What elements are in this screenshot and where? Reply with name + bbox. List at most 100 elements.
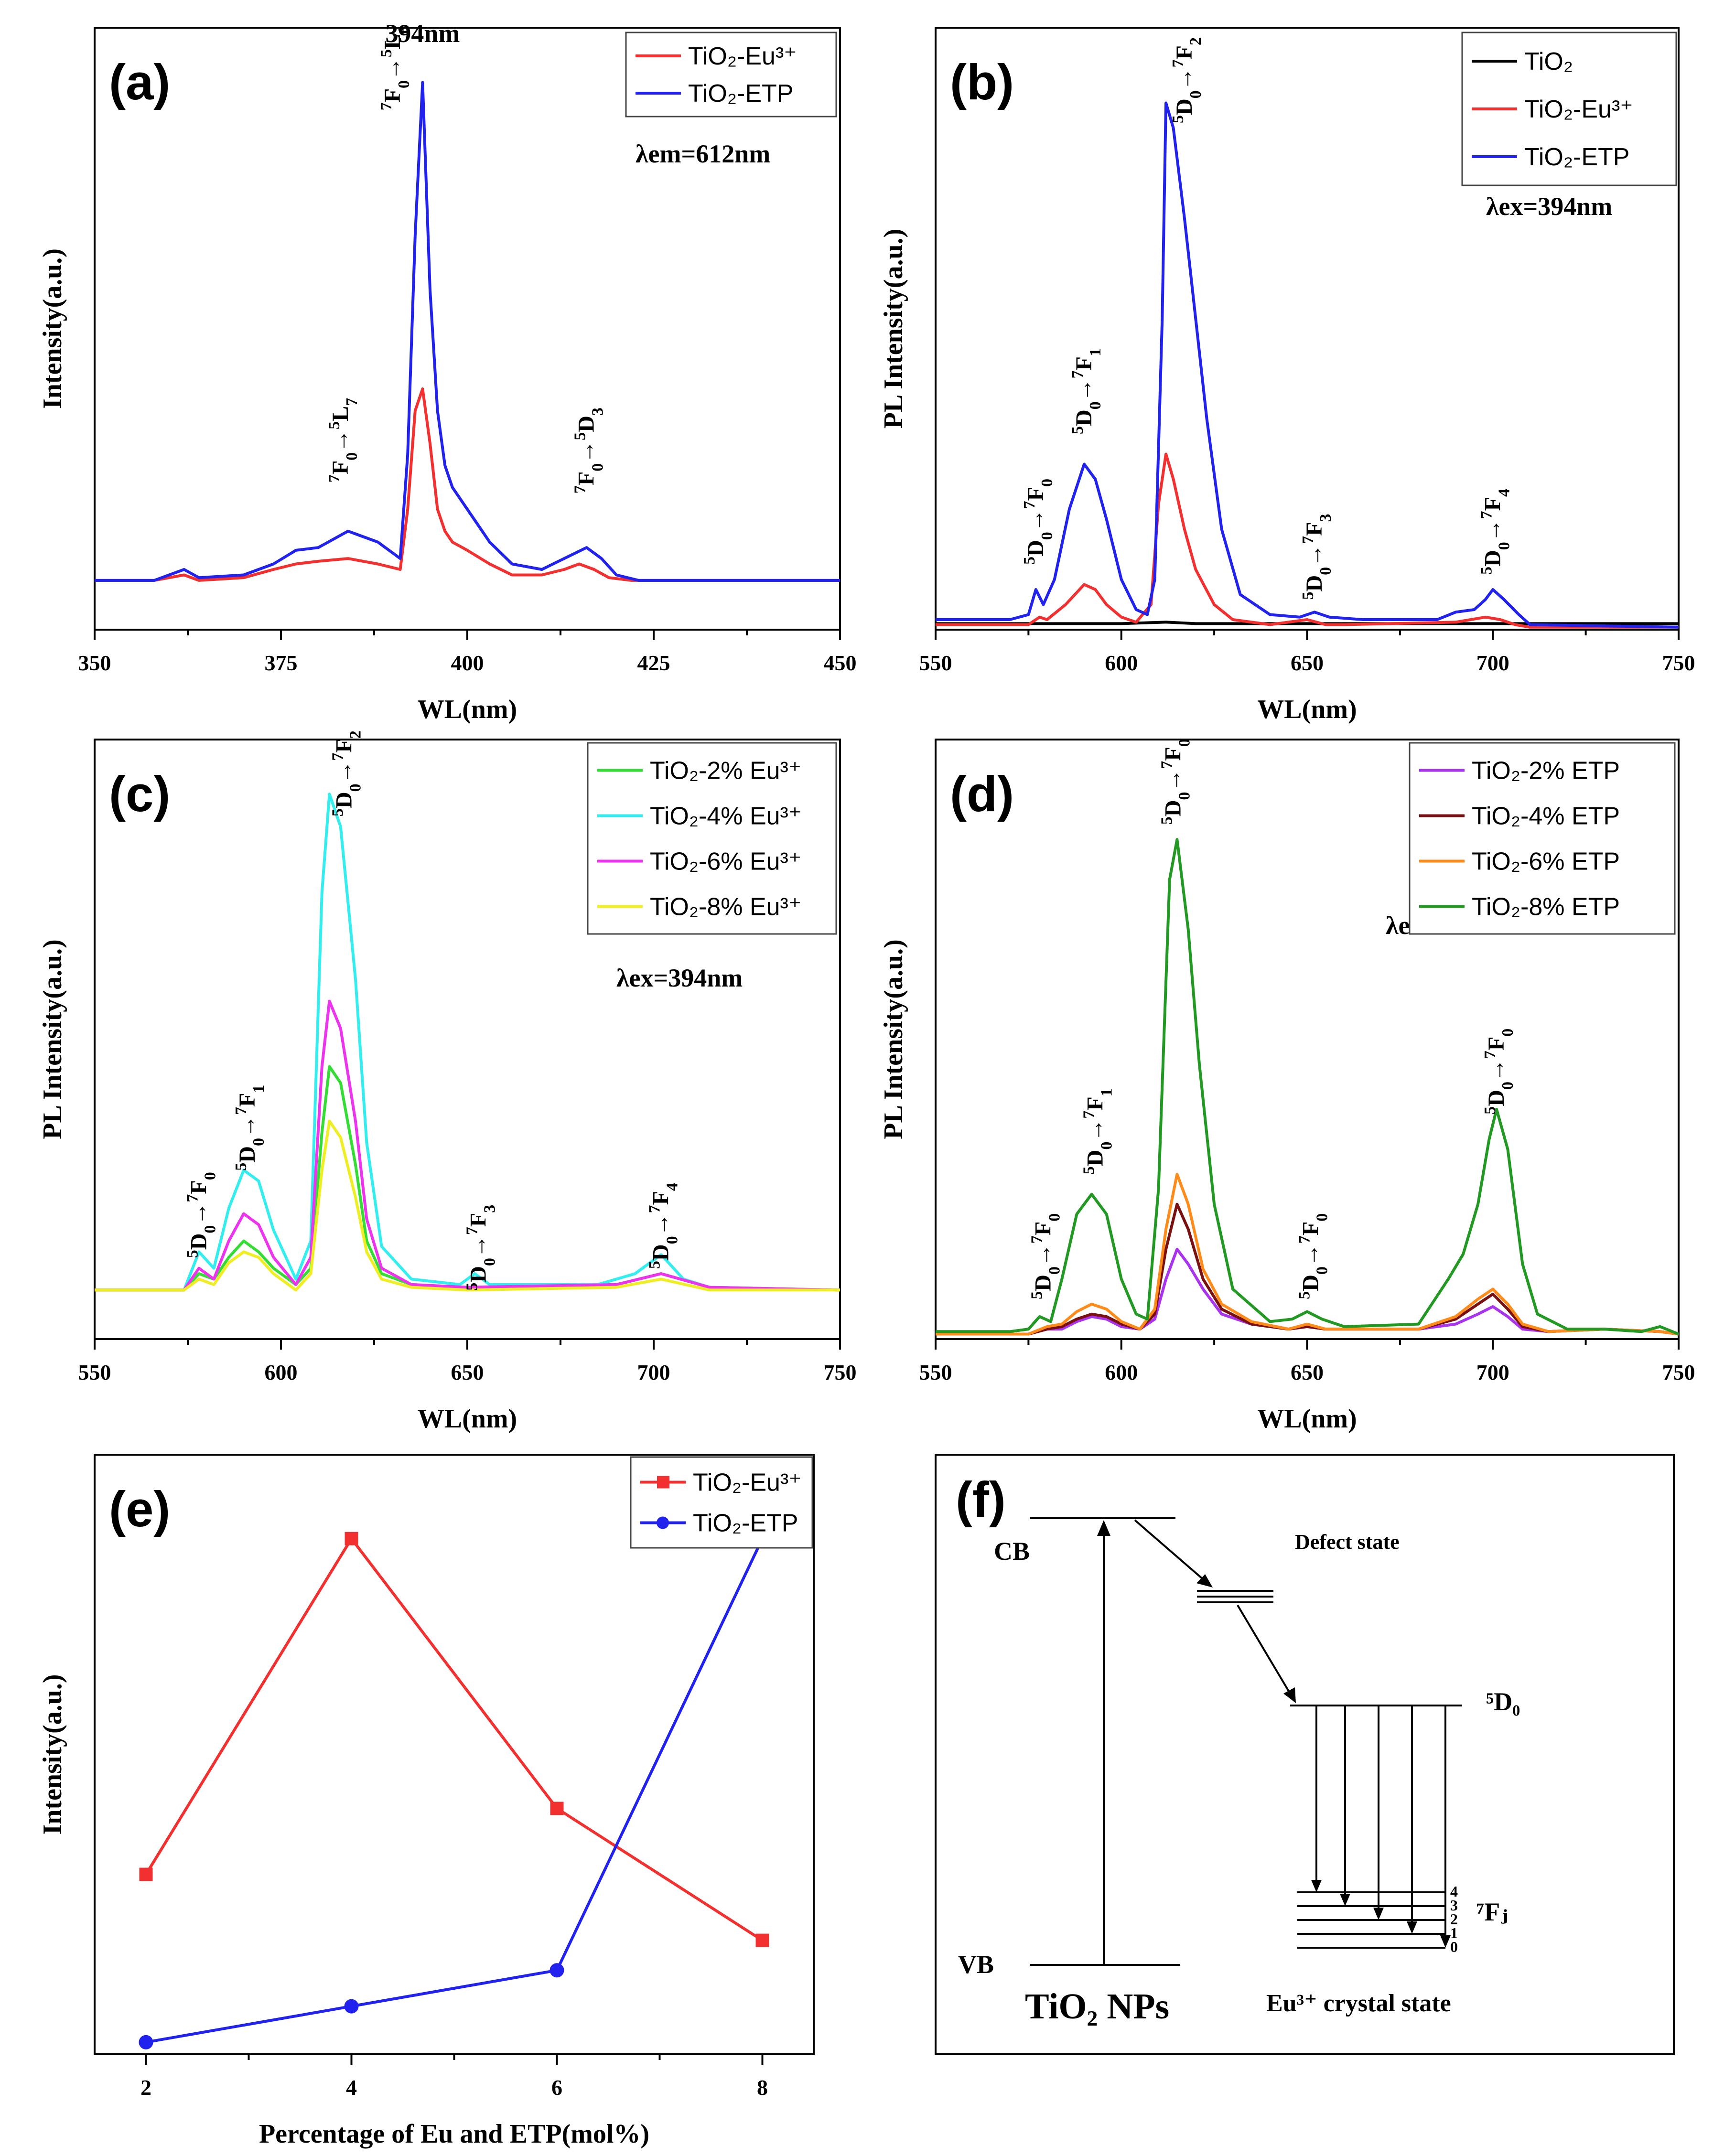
x-tick-label: 400 [451, 651, 484, 675]
transition-label: 7F0→5D3 [571, 408, 606, 493]
x-tick-label: 650 [451, 1360, 484, 1384]
diagram-frame [935, 1454, 1675, 2055]
transition-label: 5D0→7F3 [1299, 514, 1335, 600]
level-num-3: 3 [1450, 1897, 1458, 1914]
data-point-TiO2-Eu3+ [550, 1802, 564, 1815]
panel-label: (b) [950, 54, 1014, 110]
transition-label: 5D0→7F0 [1020, 479, 1056, 565]
transition-label: 5D0→7F0 [183, 1172, 219, 1258]
x-tick-label: 750 [1662, 1360, 1695, 1384]
legend-box [625, 32, 837, 118]
series-line-TiO2-ETP [145, 1538, 764, 2044]
data-point-TiO2-ETP [550, 1963, 564, 1978]
panel-label: (f) [956, 1472, 1006, 1528]
chart-panel-a: 350 375 400 425 450 WL(nm) Intensity(a.u.) (a) 7… [38, 19, 857, 724]
transition-label: 5D0→7F2 [329, 730, 364, 816]
transition-label: 5D0→7F3 [463, 1205, 498, 1291]
x-axis-label: WL(nm) [418, 695, 517, 724]
legend-marker [657, 1516, 669, 1529]
transition-label: 5D0→7F1 [232, 1085, 267, 1171]
plot-frame [94, 27, 841, 631]
peak-label: 394nm [385, 19, 460, 48]
legend-entry: TiO₂-4% ETP [1472, 803, 1620, 830]
x-tick-label: 700 [1476, 1360, 1509, 1384]
series-line-TiO2-8% ETP [936, 838, 1680, 1336]
x-tick-label: 425 [637, 651, 670, 675]
transfer-arrow-2 [1237, 1604, 1291, 1695]
cb-label: CB [994, 1537, 1030, 1566]
transition-label: 5D0→7F0 [1158, 739, 1193, 825]
x-axis-label: Percentage of Eu and ETP(mol%) [259, 2119, 649, 2149]
x-axis-label: WL(nm) [418, 1404, 517, 1434]
transfer-arrowhead-2 [1283, 1687, 1296, 1703]
diagram-panel-f: (f) CB VB TiO₂ NPs Defect state ⁵D₀ 4 3 … [935, 1454, 1675, 2055]
legend-entry: TiO₂-Eu³⁺ [688, 43, 797, 70]
y-axis-label: Intensity(a.u.) [38, 1674, 67, 1834]
legend-entry: TiO₂-Eu³⁺ [693, 1469, 802, 1497]
fj-label: ⁷Fⱼ [1476, 1898, 1508, 1926]
eu-caption: Eu³⁺ crystal state [1266, 1990, 1451, 2017]
series-line-TiO2-ETP [936, 101, 1679, 629]
y-axis-label: Intensity(a.u.) [38, 248, 67, 409]
x-tick-label: 650 [1291, 651, 1324, 675]
legend-box [587, 742, 837, 935]
x-tick-label: 650 [1291, 1360, 1324, 1384]
x-tick-label: 600 [1105, 1360, 1138, 1384]
legend-entry: TiO₂-ETP [688, 80, 793, 107]
chart-panel-e: 2 4 6 8 Percentage of Eu and ETP(mol%) Intens… [38, 1454, 815, 2149]
transition-label: 5D0→7F4 [646, 1183, 681, 1269]
data-point-TiO2-Eu3+ [345, 1532, 358, 1545]
x-tick-label: 8 [757, 2075, 768, 2100]
series-line-TiO2-4% Eu3+ [95, 793, 840, 1292]
legend-entry: TiO₂-2% ETP [1472, 757, 1620, 785]
series-line-TiO2-2% ETP [936, 1247, 1679, 1336]
series-line-TiO2-Eu3+ [936, 452, 1679, 629]
legend-entry: TiO₂-Eu³⁺ [1524, 96, 1633, 123]
tio2-caption: TiO₂ NPs [1025, 1986, 1169, 2027]
x-tick-label: 4 [346, 2075, 357, 2100]
excitation-wavelength-label: λex=394nm [616, 964, 743, 992]
emission-arrowhead-f3 [1340, 1894, 1350, 1906]
y-axis-label: PL Intensity(a.u.) [879, 229, 908, 429]
transition-label: 5D0→7F2 [1169, 37, 1204, 123]
level-num-1: 1 [1450, 1924, 1458, 1941]
x-tick-label: 550 [919, 1360, 952, 1384]
x-tick-label: 750 [824, 1360, 857, 1384]
excitation-arrowhead [1097, 1520, 1110, 1536]
transition-label: 5D0→7F1 [1080, 1088, 1115, 1174]
level-num-4: 4 [1450, 1883, 1458, 1900]
transition-label: 5D0→7F0 [1481, 1029, 1517, 1115]
y-axis-label: PL Intensity(a.u.) [879, 939, 908, 1139]
excitation-wavelength-label: λem=612nm [636, 139, 770, 168]
series-line-TiO2-6% ETP [936, 1172, 1679, 1336]
x-tick-label: 700 [1476, 651, 1509, 675]
chart-panel-c: 550 600 650 700 750 WL(nm) PL Intensity(a.u.) (… [38, 730, 857, 1434]
x-axis-label: WL(nm) [1257, 695, 1357, 724]
transition-label: 7F0→5L6 [377, 26, 413, 110]
panel-label: (a) [109, 54, 170, 110]
legend-entry: TiO₂-4% Eu³⁺ [650, 803, 801, 830]
transfer-arrowhead-1 [1196, 1574, 1213, 1588]
series-line-TiO2 [936, 621, 1679, 625]
y-axis-label: PL Intensity(a.u.) [38, 939, 67, 1139]
legend-entry: TiO₂-6% Eu³⁺ [650, 848, 801, 876]
d0-label: ⁵D₀ [1486, 1687, 1520, 1716]
transition-label: 7F0→5L7 [325, 398, 360, 483]
x-tick-label: 600 [265, 1360, 298, 1384]
legend-marker [657, 1476, 669, 1489]
legend-entry: TiO₂-ETP [693, 1510, 798, 1537]
x-tick-label: 600 [1105, 651, 1138, 675]
x-tick-label: 350 [78, 651, 111, 675]
x-axis-label: WL(nm) [1257, 1404, 1357, 1434]
transition-label: 5D0→7F1 [1069, 348, 1104, 434]
chart-panel-b: 550 600 650 700 750 WL(nm) PL Intensity(a.u.) (… [879, 27, 1695, 724]
chart-panel-d: 550 600 650 700 750 WL(nm) PL Intensity(a.u.) (… [879, 739, 1695, 1434]
legend-entry: TiO₂-6% ETP [1472, 848, 1620, 876]
legend-entry: TiO₂-8% Eu³⁺ [650, 893, 801, 921]
panel-label: (c) [109, 766, 170, 822]
x-tick-label: 700 [637, 1360, 670, 1384]
panel-label: (d) [950, 766, 1014, 822]
legend-box [1409, 742, 1676, 935]
x-tick-label: 450 [824, 651, 857, 675]
emission-arrowhead-f1 [1407, 1921, 1417, 1934]
